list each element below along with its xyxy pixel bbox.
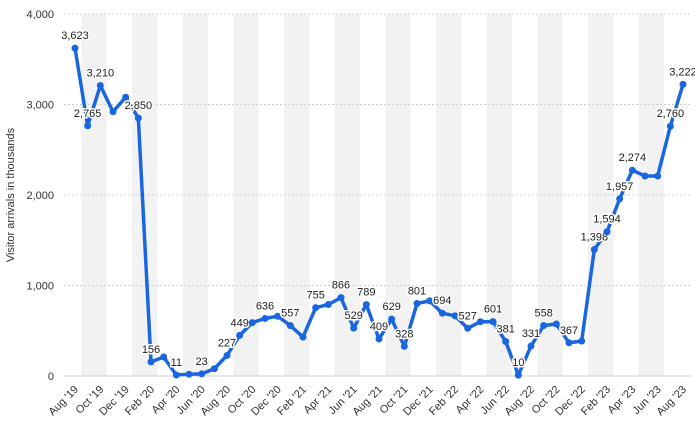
y-tick-label: 4,000 — [26, 9, 54, 21]
point — [578, 337, 586, 345]
point — [274, 312, 282, 320]
band — [486, 14, 512, 376]
point — [134, 114, 142, 122]
data-label: 367 — [560, 325, 578, 337]
data-label: 558 — [534, 308, 552, 320]
point — [71, 44, 79, 52]
data-label: 23 — [196, 356, 208, 368]
point — [565, 339, 573, 347]
data-label: 156 — [142, 344, 160, 356]
data-label: 1,957 — [606, 181, 634, 193]
point — [236, 331, 244, 339]
point — [527, 342, 535, 350]
point — [248, 319, 256, 327]
point — [413, 300, 421, 308]
data-label: 527 — [458, 310, 476, 322]
point — [375, 335, 383, 343]
point — [337, 294, 345, 302]
data-label: 2,760 — [657, 108, 685, 120]
data-label: 1,398 — [581, 231, 609, 243]
point — [261, 314, 269, 322]
y-axis-label: Visitor arrivals in thousands — [5, 127, 17, 262]
y-tick-label: 0 — [48, 371, 54, 383]
point — [400, 342, 408, 350]
data-label: 227 — [218, 337, 236, 349]
data-label: 2,765 — [74, 108, 102, 120]
band — [182, 14, 208, 376]
point — [84, 122, 92, 130]
point — [540, 322, 548, 330]
point — [438, 309, 446, 317]
point — [172, 371, 180, 379]
data-label: 3,210 — [87, 67, 115, 79]
point — [502, 338, 510, 346]
point — [299, 333, 307, 341]
data-label: 601 — [484, 304, 502, 316]
data-label: 449 — [230, 317, 248, 329]
data-label: 331 — [522, 328, 540, 340]
point — [654, 172, 662, 180]
point — [666, 122, 674, 130]
y-tick-label: 2,000 — [26, 190, 54, 202]
data-label: 1,594 — [593, 214, 621, 226]
data-label: 3,623 — [61, 30, 89, 42]
point — [96, 81, 104, 89]
point — [312, 304, 320, 312]
point — [147, 358, 155, 366]
point — [451, 312, 459, 320]
data-label: 11 — [171, 357, 182, 369]
point — [160, 353, 168, 361]
point — [641, 172, 649, 180]
data-label: 328 — [395, 328, 413, 340]
y-tick-label: 3,000 — [26, 100, 54, 112]
data-label: 3,222 — [669, 66, 695, 78]
point — [223, 351, 231, 359]
x-tick-label: Aug '19 — [46, 384, 81, 419]
point — [210, 365, 218, 373]
data-label: 529 — [344, 310, 362, 322]
point — [198, 370, 206, 378]
band — [638, 14, 664, 376]
data-label: 789 — [357, 287, 375, 299]
point — [426, 297, 434, 305]
point — [489, 318, 497, 326]
point — [464, 324, 472, 332]
data-label: 694 — [433, 295, 451, 307]
point — [109, 108, 117, 116]
point — [590, 245, 598, 253]
data-label: 755 — [306, 290, 324, 302]
data-label: 866 — [332, 280, 350, 292]
data-label: 10 — [512, 357, 524, 369]
point — [324, 301, 332, 309]
point — [185, 370, 193, 378]
point — [476, 318, 484, 326]
data-label: 2,850 — [125, 100, 153, 112]
point — [616, 195, 624, 203]
data-label: 409 — [370, 321, 388, 333]
y-tick-label: 1,000 — [26, 281, 54, 293]
data-label: 557 — [281, 308, 299, 320]
point — [552, 320, 560, 328]
point — [286, 322, 294, 330]
data-label: 381 — [496, 324, 514, 336]
point — [679, 80, 687, 88]
data-label: 629 — [382, 301, 400, 313]
point — [362, 301, 370, 309]
point — [122, 93, 130, 101]
point — [514, 371, 522, 379]
point — [388, 315, 396, 323]
data-label: 636 — [256, 300, 274, 312]
data-label: 2,274 — [619, 152, 647, 164]
point — [350, 324, 358, 332]
data-label: 801 — [408, 286, 426, 298]
point — [628, 166, 636, 174]
point — [603, 228, 611, 236]
